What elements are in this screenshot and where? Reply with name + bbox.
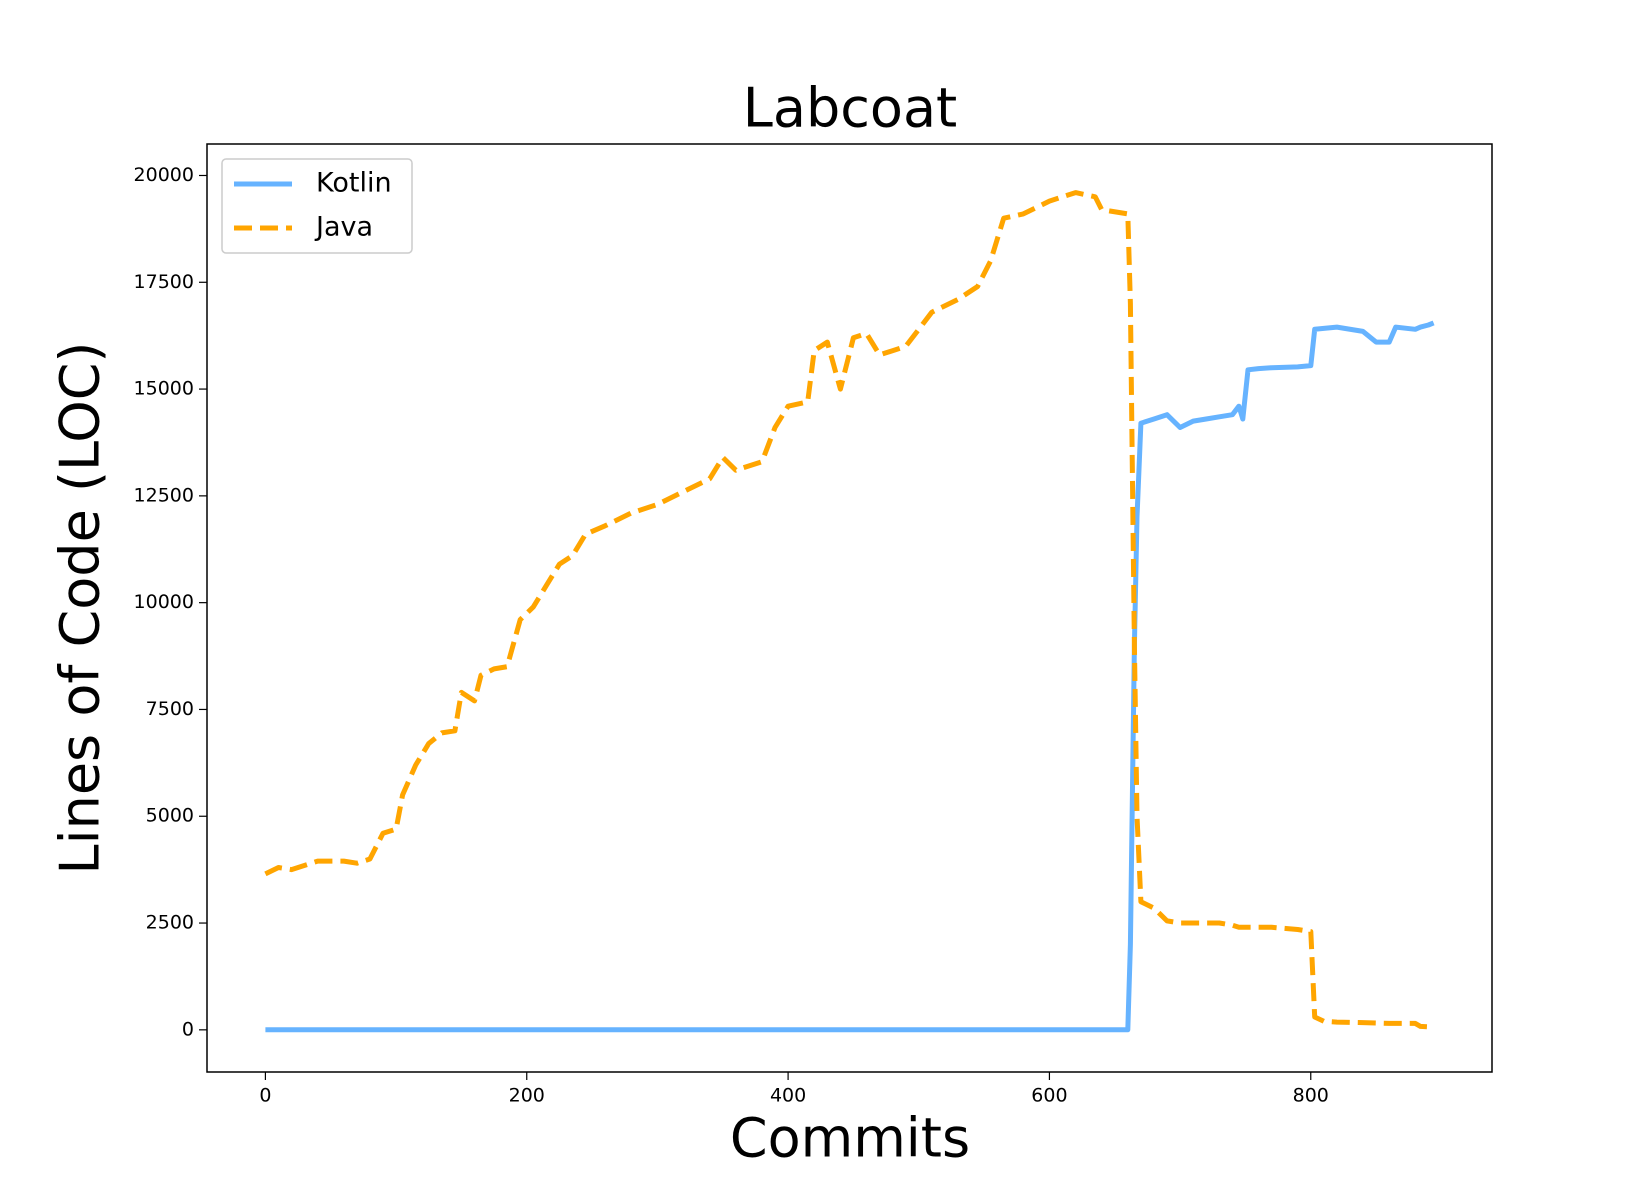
y-tick-label: 0 — [182, 1018, 194, 1040]
y-tick-label: 15000 — [134, 378, 194, 400]
y-tick-label: 10000 — [134, 591, 194, 613]
y-tick-label: 17500 — [134, 271, 194, 293]
x-axis-label: Commits — [730, 1107, 970, 1170]
x-tick-label: 600 — [1031, 1085, 1067, 1107]
x-tick-label: 400 — [770, 1085, 806, 1107]
y-tick-label: 20000 — [134, 164, 194, 186]
x-tick-label: 0 — [259, 1085, 271, 1107]
y-tick-label: 5000 — [146, 805, 194, 827]
series-line — [265, 320, 1435, 1033]
legend-label: Java — [314, 212, 373, 243]
y-axis-label: Lines of Code (LOC) — [49, 342, 112, 875]
y-tick-label: 12500 — [134, 484, 194, 506]
y-tick-label: 7500 — [146, 698, 194, 720]
plot-frame — [206, 143, 1493, 1073]
series-line — [264, 190, 1429, 1030]
x-tick-label: 200 — [509, 1085, 545, 1107]
y-tick-label: 2500 — [146, 912, 194, 934]
x-tick-label: 800 — [1293, 1085, 1329, 1107]
legend-label: Kotlin — [316, 168, 392, 199]
chart-title: Labcoat — [743, 77, 957, 140]
